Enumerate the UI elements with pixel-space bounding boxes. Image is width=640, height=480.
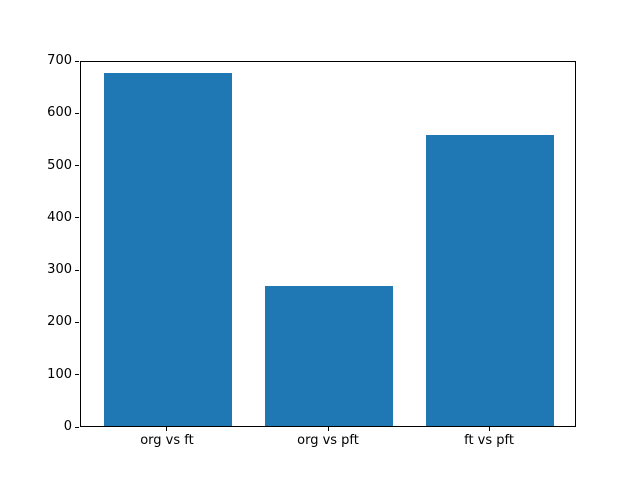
- y-tick-label: 0: [63, 419, 72, 434]
- y-tick-label: 600: [47, 105, 72, 121]
- x-tick: [166, 427, 168, 431]
- y-tick: [75, 165, 79, 167]
- y-tick-label: 500: [47, 157, 72, 173]
- x-tick: [327, 427, 329, 431]
- y-tick-label: 700: [47, 53, 72, 68]
- y-tick: [75, 321, 79, 323]
- y-tick: [75, 60, 79, 62]
- y-tick-label: 300: [47, 262, 72, 278]
- y-tick: [75, 217, 79, 219]
- x-tick-label-ft-vs-pft: ft vs pft: [464, 433, 514, 448]
- bar-org-vs-ft: [103, 73, 233, 426]
- y-tick-label: 400: [47, 209, 72, 225]
- bar-ft-vs-pft: [425, 134, 555, 426]
- x-tick-label-org-vs-ft: org vs ft: [140, 433, 194, 448]
- y-tick: [75, 374, 79, 376]
- bar-org-vs-pft: [264, 286, 394, 426]
- x-tick: [488, 427, 490, 431]
- y-tick-label: 100: [47, 366, 72, 382]
- y-tick: [75, 269, 79, 271]
- plot-area: [80, 61, 576, 427]
- y-tick: [75, 426, 79, 428]
- y-tick: [75, 112, 79, 114]
- x-tick-label-org-vs-pft: org vs pft: [297, 433, 359, 448]
- y-tick-label: 200: [47, 314, 72, 330]
